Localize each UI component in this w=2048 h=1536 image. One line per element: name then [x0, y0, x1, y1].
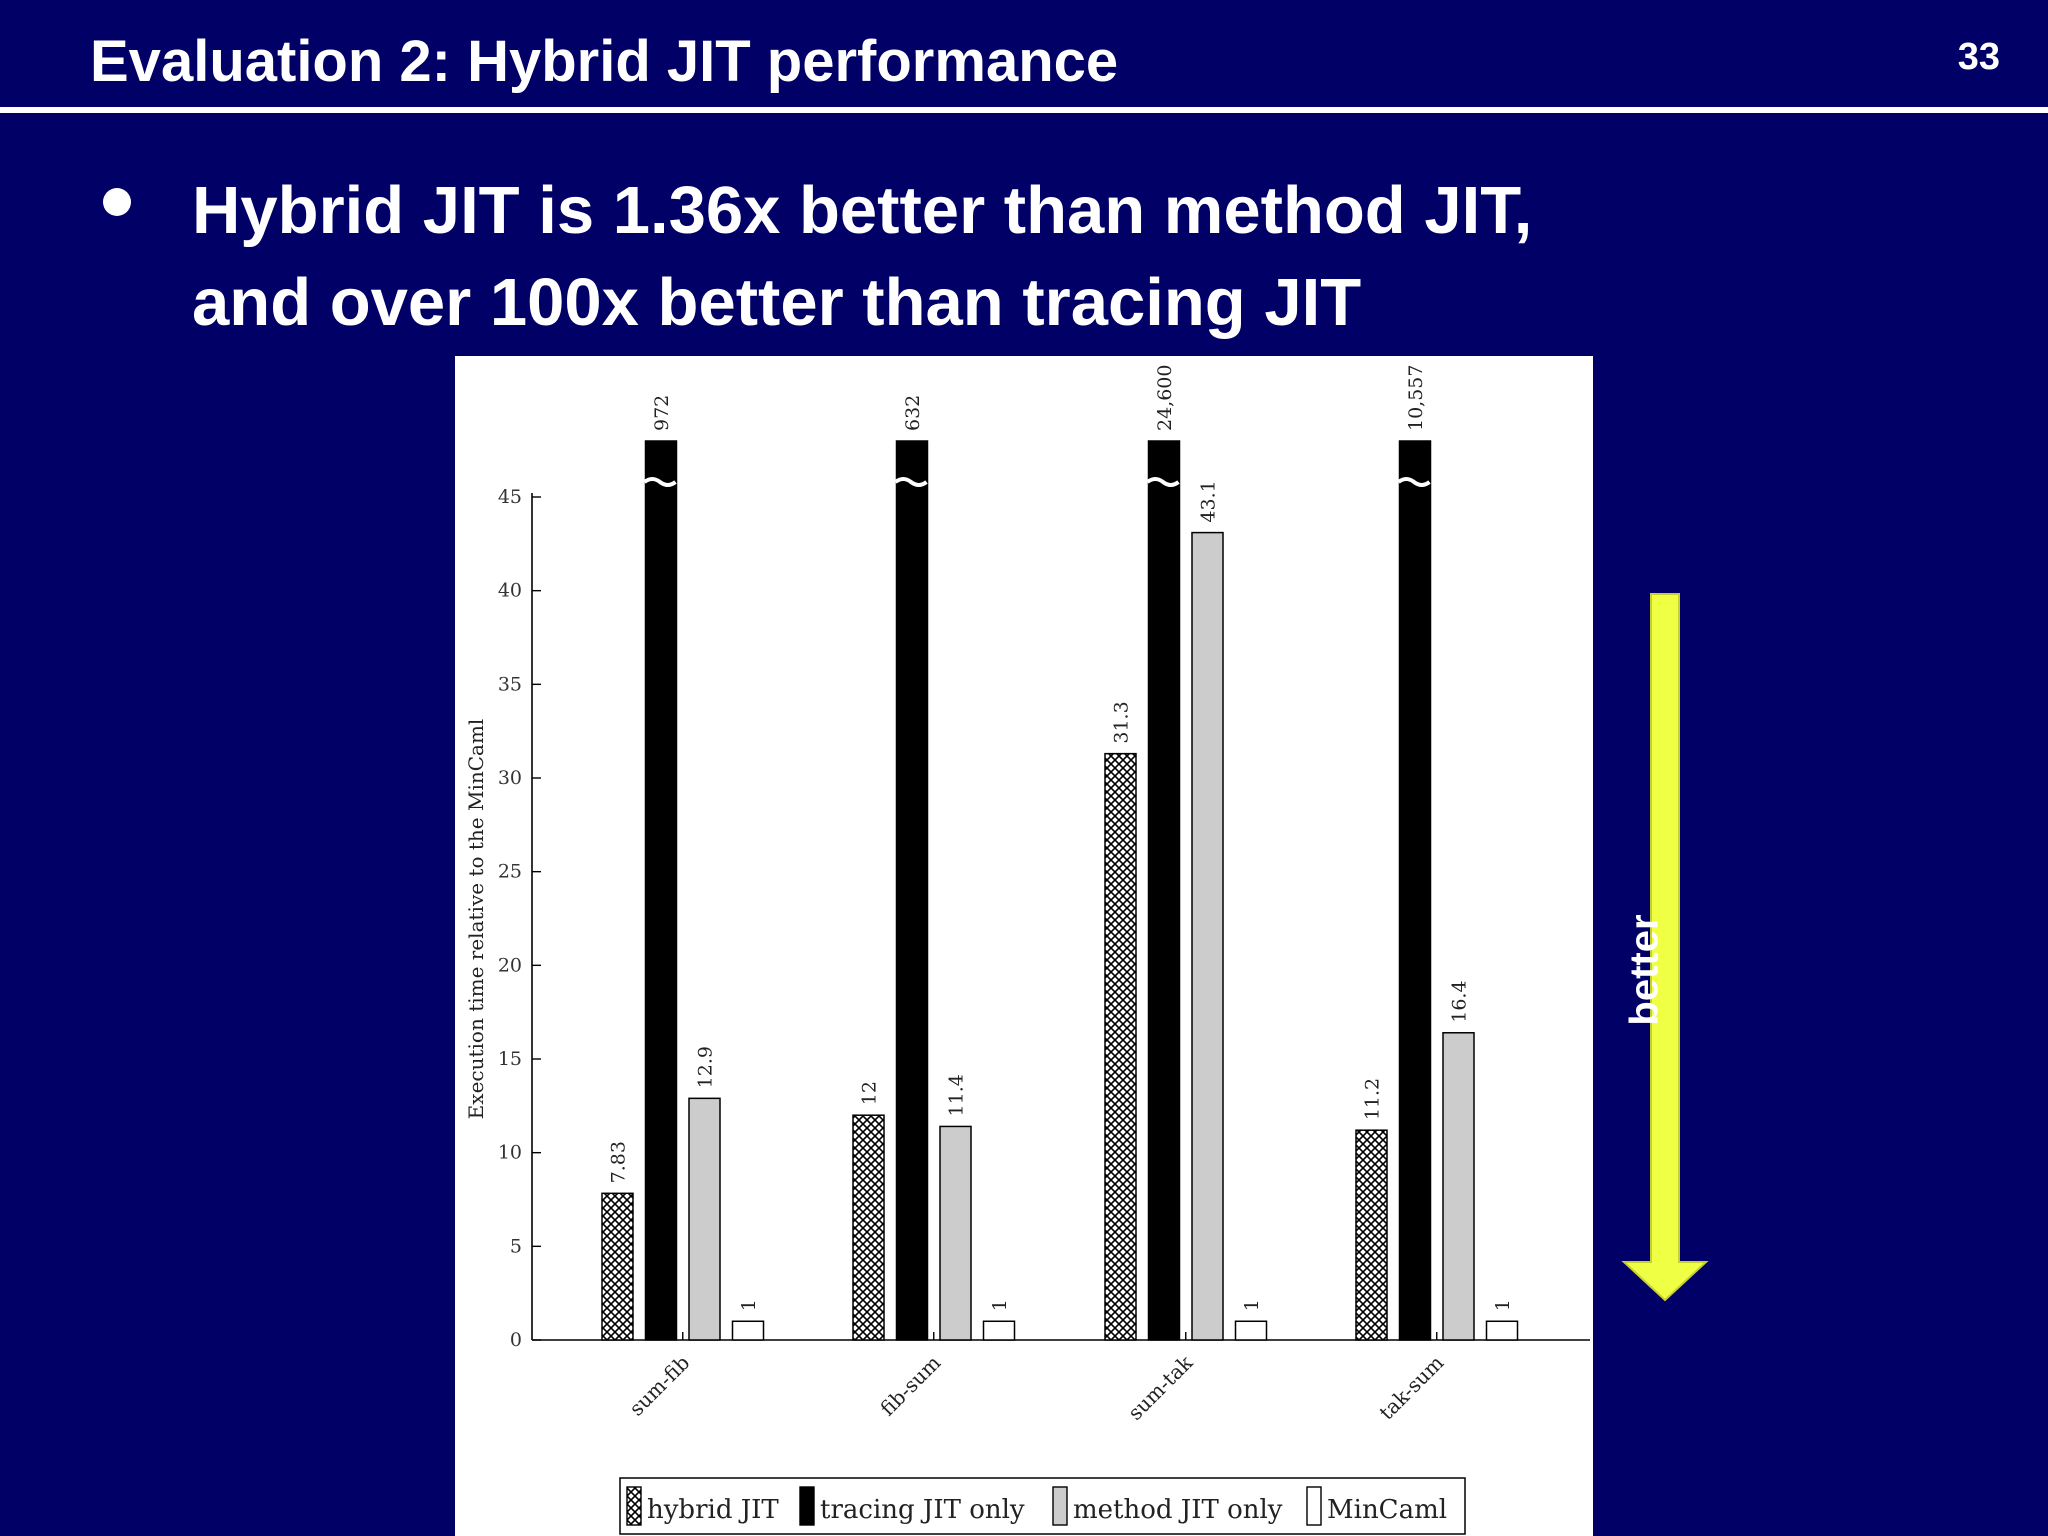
legend-label: method JIT only: [1073, 1495, 1283, 1525]
bar-tracing-jit-only: [644, 440, 678, 1341]
data-label: 31.3: [1111, 701, 1133, 743]
x-tick-label: sum-fib: [624, 1351, 694, 1421]
data-label: 43.1: [1198, 480, 1220, 522]
legend-swatch: [1052, 1486, 1068, 1526]
data-label: 16.4: [1449, 980, 1471, 1022]
axis-break-mark: [1397, 477, 1431, 487]
legend-swatch: [799, 1486, 815, 1526]
y-tick-label: 40: [498, 580, 522, 602]
legend-label: tracing JIT only: [820, 1495, 1025, 1525]
y-tick-label: 20: [498, 954, 522, 976]
down-arrow-icon: [1621, 593, 1709, 1302]
y-tick-label: 10: [498, 1142, 522, 1164]
legend-box: [619, 1477, 1466, 1535]
chart-panel: 0 5 10 15 20 25 30 35 40 45 Execution time relativ…: [455, 356, 1593, 1536]
legend-label: MinCaml: [1327, 1495, 1447, 1525]
axis-break-mark: [894, 477, 928, 487]
y-tick-label: 5: [510, 1235, 522, 1257]
data-label: 12.9: [695, 1046, 717, 1088]
bar-mincaml: [1234, 1320, 1268, 1341]
bar-mincaml: [731, 1320, 765, 1341]
y-tick-label: 0: [510, 1329, 522, 1351]
bar-tracing-jit-only: [1147, 440, 1181, 1341]
bar-mincaml: [982, 1320, 1016, 1341]
bar-chart: 0 5 10 15 20 25 30 35 40 45 Execution time relativ…: [464, 365, 1590, 1535]
better-label: better: [1622, 914, 1667, 1026]
bullet-icon: [103, 188, 131, 216]
data-label: 12: [859, 1081, 881, 1105]
bar-method-jit-only: [1442, 1032, 1475, 1341]
bar-tracing-jit-only: [1398, 440, 1432, 1341]
title-divider: [0, 107, 2048, 113]
x-tick-label: fib-sum: [875, 1351, 945, 1421]
bar-method-jit-only: [688, 1097, 721, 1341]
y-tick-label: 45: [498, 486, 522, 508]
y-tick-label: 15: [498, 1048, 522, 1070]
bullet-line-1: Hybrid JIT is 1.36x better than method J…: [192, 173, 1533, 248]
slide-title: Evaluation 2: Hybrid JIT performance: [90, 29, 1119, 94]
bar-mincaml: [1485, 1320, 1519, 1341]
bullet-text: Hybrid JIT is 1.36x better than method J…: [192, 165, 1692, 349]
bar-tracing-jit-only: [895, 440, 929, 1341]
bar-hybrid-jit: [601, 1192, 634, 1341]
y-tick-label: 25: [498, 861, 522, 883]
legend-label: hybrid JIT: [647, 1495, 779, 1525]
legend-swatch: [626, 1486, 642, 1526]
bar-hybrid-jit: [1355, 1129, 1388, 1341]
data-label: 1: [1492, 1299, 1514, 1311]
data-label: 11.4: [946, 1074, 968, 1116]
data-label: 24,600: [1154, 365, 1176, 431]
bar-hybrid-jit: [852, 1114, 885, 1341]
x-tick-label: sum-tak: [1123, 1350, 1198, 1425]
bar-hybrid-jit: [1104, 752, 1137, 1341]
bullet-line-2: and over 100x better than tracing JIT: [192, 265, 1362, 340]
data-label: 1: [1241, 1299, 1263, 1311]
y-tick-label: 35: [498, 673, 522, 695]
data-label: 7.83: [608, 1141, 630, 1183]
x-tick-label: tak-sum: [1374, 1351, 1448, 1425]
axis-break-mark: [643, 477, 677, 487]
data-label: 972: [651, 395, 673, 431]
bar-method-jit-only: [1191, 531, 1224, 1341]
data-label: 1: [738, 1299, 760, 1311]
data-label: 11.2: [1362, 1078, 1384, 1120]
y-tick-label: 30: [498, 767, 522, 789]
bar-method-jit-only: [939, 1125, 972, 1341]
chart-legend: hybrid JIT tracing JIT only method JIT onl…: [619, 1477, 1466, 1535]
data-label: 632: [902, 395, 924, 431]
data-label: 1: [989, 1299, 1011, 1311]
axis-break-mark: [1146, 477, 1180, 487]
page-number: 33: [1957, 36, 2000, 78]
data-label: 10,557: [1405, 365, 1427, 431]
legend-swatch: [1306, 1486, 1322, 1526]
y-axis-label: Execution time relative to the MinCaml: [464, 719, 488, 1120]
